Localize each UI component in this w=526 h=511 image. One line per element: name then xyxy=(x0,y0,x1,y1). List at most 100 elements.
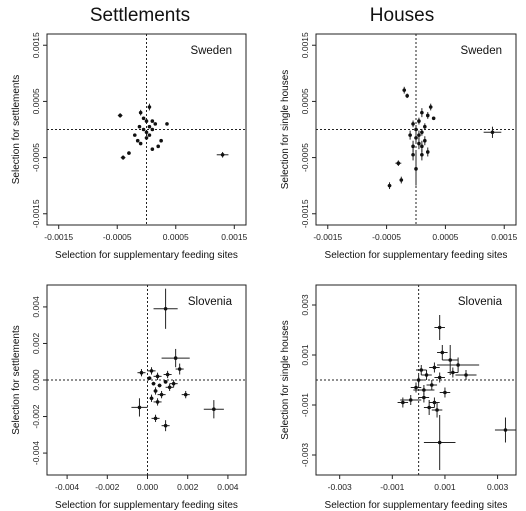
data-point xyxy=(153,122,158,126)
point-marker xyxy=(153,416,158,421)
data-point xyxy=(138,141,143,146)
data-point xyxy=(455,370,477,380)
x-tick-label: -0.004 xyxy=(55,482,79,492)
data-point xyxy=(395,160,402,167)
panel-country-label: Sweden xyxy=(190,45,232,57)
panel-slovenia-settlements: -0.004 -0.002 0.000 0.002 0.004 -0.004 -0.002 0… xyxy=(11,284,247,511)
data-point xyxy=(423,136,427,146)
point-marker xyxy=(422,395,426,400)
y-tick-label: -0.001 xyxy=(300,393,310,417)
point-marker xyxy=(428,105,433,109)
x-tick-label: 0.0005 xyxy=(432,232,458,242)
data-point xyxy=(417,137,421,150)
point-marker xyxy=(419,368,424,372)
data-point xyxy=(153,387,158,395)
data-point xyxy=(447,367,459,378)
point-marker xyxy=(411,122,415,126)
y-axis-label: Selection for single houses xyxy=(280,320,291,440)
y-tick-label: 0.004 xyxy=(31,296,41,318)
point-marker xyxy=(156,144,161,149)
point-marker xyxy=(159,392,164,397)
point-marker xyxy=(432,400,437,405)
point-marker xyxy=(464,373,468,377)
point-marker xyxy=(424,373,429,377)
data-point xyxy=(144,136,149,140)
point-marker xyxy=(408,133,412,137)
data-point xyxy=(127,151,131,155)
point-marker xyxy=(147,105,152,109)
data-point xyxy=(423,123,427,131)
point-marker xyxy=(167,385,172,390)
point-marker xyxy=(427,405,431,410)
data-point xyxy=(420,108,424,118)
y-axis-label: Selection for settlements xyxy=(11,325,22,435)
data-point xyxy=(429,397,440,408)
y-tick-label: 0.0005 xyxy=(31,88,41,114)
point-marker xyxy=(414,167,418,171)
data-point xyxy=(414,132,418,144)
point-marker xyxy=(157,383,162,388)
data-point xyxy=(429,362,440,373)
data-point xyxy=(181,390,190,399)
point-marker xyxy=(141,116,146,121)
point-marker xyxy=(405,93,409,98)
data-point xyxy=(417,117,421,125)
y-tick-label: -0.0015 xyxy=(31,199,41,228)
x-tick-label: 0.001 xyxy=(434,482,456,492)
point-marker xyxy=(437,440,442,445)
data-point xyxy=(157,383,162,388)
data-point xyxy=(144,130,149,135)
point-marker xyxy=(422,388,426,392)
data-point xyxy=(150,127,155,132)
data-point xyxy=(144,119,149,123)
point-marker xyxy=(135,138,140,143)
point-marker xyxy=(149,369,154,373)
x-tick-label: 0.003 xyxy=(487,482,509,492)
data-point xyxy=(399,176,404,184)
panel-sweden-settlements: -0.0015 -0.0005 0.0005 0.0015 -0.0015 -0.0005… xyxy=(11,32,248,261)
data-point xyxy=(416,365,427,375)
x-tick-label: -0.0005 xyxy=(372,232,401,242)
data-point xyxy=(141,116,146,121)
y-axis-label: Selection for single houses xyxy=(280,70,291,190)
data-point xyxy=(153,372,162,380)
panel-country-label: Sweden xyxy=(460,45,502,57)
x-axis-label: Selection for supplementary feeding site… xyxy=(55,500,238,511)
point-marker xyxy=(121,155,125,160)
y-tick-label: 0.0015 xyxy=(300,32,310,58)
x-axis-label: Selection for supplementary feeding site… xyxy=(55,250,238,261)
point-marker xyxy=(137,124,142,129)
data-point xyxy=(175,363,184,375)
point-marker xyxy=(147,133,152,137)
data-point xyxy=(147,124,152,129)
data-point xyxy=(147,376,152,380)
data-point xyxy=(420,149,424,161)
y-axis-label: Selection for settlements xyxy=(11,75,22,185)
data-point xyxy=(397,397,409,408)
data-point xyxy=(216,151,229,158)
y-tick-label: -0.003 xyxy=(300,443,310,467)
point-marker xyxy=(144,136,149,140)
point-marker xyxy=(155,374,160,379)
y-tick-label: -0.002 xyxy=(31,404,41,428)
data-point xyxy=(151,414,160,423)
point-marker xyxy=(149,396,154,401)
x-tick-label: -0.001 xyxy=(380,482,404,492)
data-point xyxy=(137,369,146,377)
data-point xyxy=(425,147,430,157)
data-point xyxy=(413,375,424,385)
data-point xyxy=(132,133,137,137)
x-tick-label: 0.0015 xyxy=(491,232,517,242)
point-marker xyxy=(408,398,413,402)
point-marker xyxy=(138,110,143,115)
point-marker xyxy=(132,133,137,137)
data-point xyxy=(437,345,448,360)
point-marker xyxy=(150,127,155,132)
x-axis-label: Selection for supplementary feeding site… xyxy=(325,250,508,261)
data-point xyxy=(425,112,430,119)
y-tick-label: 0.002 xyxy=(31,333,41,355)
data-point xyxy=(420,128,424,136)
point-marker xyxy=(402,88,407,92)
data-point xyxy=(405,93,409,99)
